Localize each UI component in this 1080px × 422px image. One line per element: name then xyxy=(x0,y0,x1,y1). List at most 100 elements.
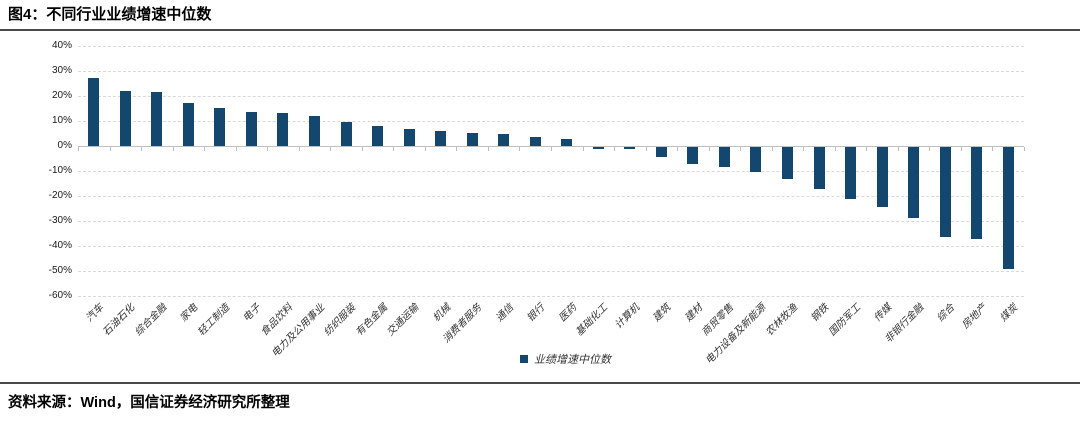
x-axis-label: 电子 xyxy=(241,302,264,325)
x-axis-tick xyxy=(456,146,458,151)
x-axis-tick xyxy=(330,146,332,151)
bar xyxy=(718,146,730,167)
x-axis-tick xyxy=(929,146,931,151)
bar xyxy=(782,146,793,179)
x-axis-tick xyxy=(582,146,584,151)
y-axis-tick-label: 30% xyxy=(51,64,72,76)
bar xyxy=(687,146,699,164)
x-axis-label: 综合金融 xyxy=(132,302,169,339)
bar xyxy=(624,146,636,149)
gridline xyxy=(78,45,1024,47)
gridline xyxy=(78,245,1024,247)
x-axis-label: 电力设备及新能源 xyxy=(703,302,769,367)
x-axis-line xyxy=(78,145,1024,147)
x-axis-label: 通信 xyxy=(493,302,516,325)
bar xyxy=(372,125,384,146)
x-axis-tick xyxy=(645,146,647,151)
x-axis-label: 国防军工 xyxy=(826,302,863,339)
bar xyxy=(876,146,888,207)
x-axis-tick xyxy=(677,146,679,151)
bar xyxy=(88,78,100,146)
x-axis-tick xyxy=(78,146,79,151)
x-axis-tick xyxy=(960,146,962,151)
x-axis-label: 轻工制造 xyxy=(195,302,232,339)
x-axis-label: 房地产 xyxy=(959,302,989,332)
y-axis-tick-label: -10% xyxy=(48,164,72,176)
x-axis-tick xyxy=(235,146,237,151)
x-axis-tick xyxy=(109,146,111,151)
x-axis-tick xyxy=(866,146,868,151)
x-axis-label: 家电 xyxy=(178,302,201,325)
figure-footer: 资料来源：Wind，国信证券经济研究所整理 xyxy=(0,382,1080,412)
x-axis-tick xyxy=(172,146,174,151)
y-axis-tick-label: -50% xyxy=(48,264,72,276)
x-axis-label: 机械 xyxy=(430,302,453,325)
x-axis-label: 综合 xyxy=(935,302,958,325)
x-axis-tick xyxy=(393,146,395,151)
source-text: 资料来源：Wind，国信证券经济研究所整理 xyxy=(8,395,290,411)
x-axis-label: 农林牧渔 xyxy=(763,302,800,339)
x-axis-label: 汽车 xyxy=(83,302,106,325)
x-axis-tick xyxy=(992,146,994,151)
x-axis-tick xyxy=(614,146,616,151)
bar xyxy=(403,129,415,146)
footer-divider xyxy=(0,382,1080,384)
bar xyxy=(498,134,510,146)
bar xyxy=(1002,146,1014,269)
y-axis-tick-label: -40% xyxy=(48,239,72,251)
x-axis-tick xyxy=(740,146,742,151)
bar-chart: 业绩增速中位数 40% 30% 20% 10% 0% -10% -20% -30% -40% -5… xyxy=(0,31,1080,383)
bar xyxy=(529,136,541,146)
bar xyxy=(151,91,163,146)
legend-swatch-icon xyxy=(520,355,528,363)
y-axis-tick-label: -60% xyxy=(48,289,72,301)
bar xyxy=(119,90,131,146)
gridline xyxy=(78,195,1024,197)
y-axis-tick-label: 40% xyxy=(51,39,72,51)
x-axis-label: 计算机 xyxy=(612,302,642,332)
bar xyxy=(435,130,447,146)
x-axis-label: 建材 xyxy=(683,302,705,325)
bar xyxy=(561,139,573,146)
x-axis-tick xyxy=(803,146,805,151)
x-axis-label: 有色金属 xyxy=(353,302,390,339)
gridline xyxy=(78,270,1024,272)
legend-label: 业绩增速中位数 xyxy=(534,353,611,366)
bar xyxy=(971,146,983,239)
bar xyxy=(592,146,604,149)
bar xyxy=(340,121,352,146)
x-axis-tick xyxy=(1024,146,1025,151)
figure-header: 图4：不同行业业绩增速中位数 xyxy=(0,0,1080,31)
x-axis-label: 医药 xyxy=(556,302,579,325)
bar xyxy=(655,146,667,157)
bar xyxy=(750,146,762,172)
gridline xyxy=(78,220,1024,222)
gridline xyxy=(78,170,1024,172)
bar xyxy=(277,113,289,146)
x-axis-label: 银行 xyxy=(525,302,548,325)
bar xyxy=(214,108,226,146)
x-axis-tick xyxy=(771,146,773,151)
gridline xyxy=(78,120,1024,122)
x-axis-label: 交通运输 xyxy=(385,302,422,339)
x-axis-tick xyxy=(141,146,143,151)
x-axis-tick xyxy=(424,146,426,151)
header-divider xyxy=(0,29,1080,31)
x-axis-tick xyxy=(361,146,363,151)
y-axis-tick-label: 10% xyxy=(51,114,72,126)
y-axis-tick-label: -30% xyxy=(48,214,72,226)
gridline xyxy=(78,70,1024,72)
x-axis-label: 基础化工 xyxy=(574,302,611,339)
gridline xyxy=(78,95,1024,97)
bar xyxy=(845,146,857,199)
bar xyxy=(245,111,257,146)
chart-legend: 业绩增速中位数 xyxy=(520,351,611,367)
x-axis-tick xyxy=(551,146,552,151)
bar xyxy=(309,115,320,146)
x-axis-label: 石油石化 xyxy=(101,302,138,339)
x-axis-label: 煤炭 xyxy=(998,302,1021,325)
x-axis-label: 传媒 xyxy=(872,302,895,325)
x-axis-tick xyxy=(834,146,836,151)
bar xyxy=(182,103,194,146)
